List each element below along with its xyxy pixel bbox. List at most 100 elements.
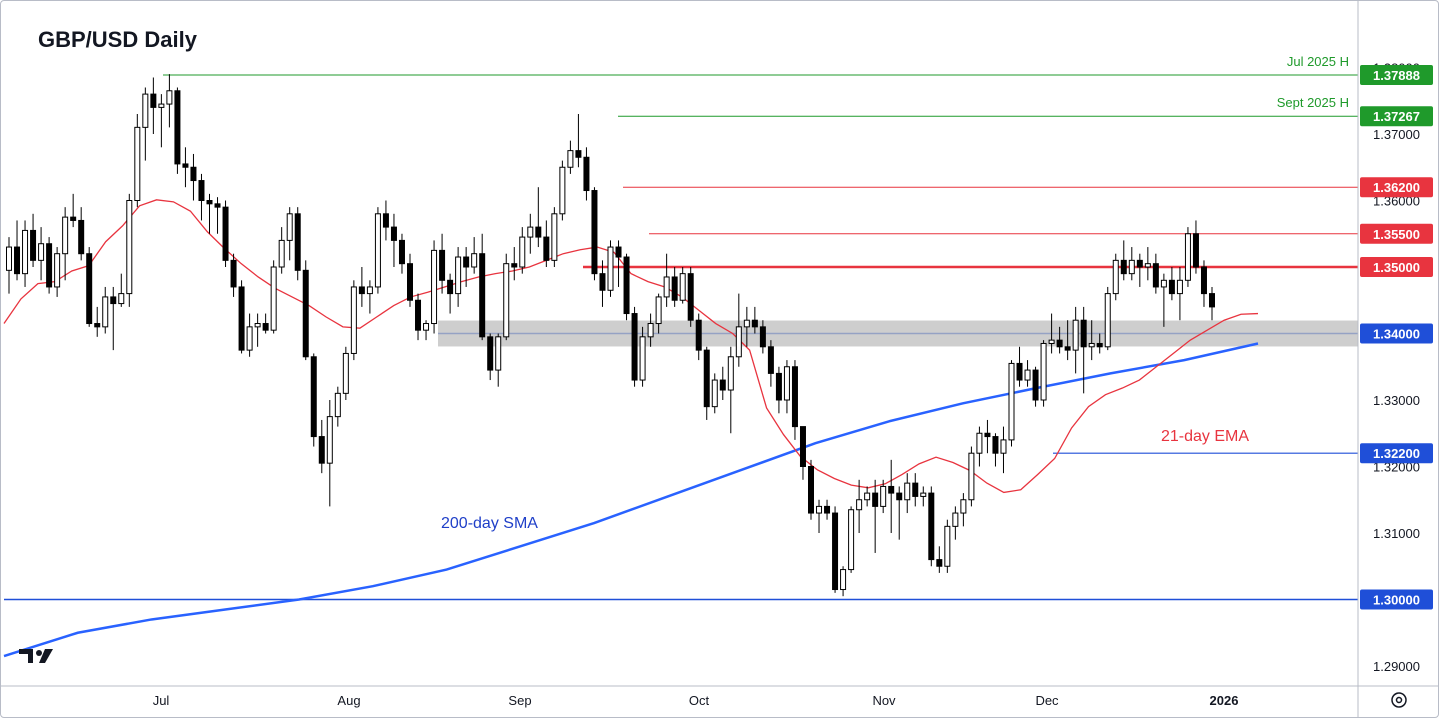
candle-body [1104, 293, 1111, 348]
candle [447, 273, 454, 314]
candle [390, 213, 397, 267]
ema-layer [3, 199, 1259, 494]
candle [783, 360, 790, 414]
candle-body [1120, 259, 1127, 275]
candle [46, 237, 53, 294]
candle-body [1024, 369, 1031, 381]
candle-body [535, 226, 542, 238]
candle [1000, 426, 1007, 474]
candle [952, 506, 959, 540]
candle [431, 240, 438, 334]
price-tag-label: 1.30000 [1373, 593, 1420, 608]
candle-body [503, 263, 510, 338]
candle [238, 280, 245, 354]
candle [751, 306, 758, 334]
candle-body [447, 279, 454, 295]
candle [759, 320, 766, 354]
candle-body [799, 426, 806, 468]
candle-body [431, 249, 438, 325]
candle-body [206, 200, 213, 205]
candle [415, 293, 422, 341]
candle [230, 253, 237, 297]
tradingview-logo[interactable] [19, 649, 53, 663]
candle-body [856, 499, 863, 511]
candle [22, 220, 29, 287]
candle [158, 94, 165, 148]
settings-gear-icon[interactable] [1391, 692, 1407, 708]
candle [407, 253, 413, 307]
candle [856, 479, 863, 533]
candle [1096, 333, 1103, 354]
candle-body [551, 213, 558, 261]
candle-body [808, 466, 814, 514]
candle [310, 353, 317, 447]
candle [102, 286, 109, 334]
support-zone-band [438, 320, 1358, 347]
candle-body [22, 229, 29, 275]
candle [118, 273, 125, 307]
candle [848, 506, 855, 573]
candle-body [511, 263, 518, 268]
candle [775, 366, 782, 414]
candle-body [575, 150, 582, 158]
candle-body [54, 253, 61, 288]
candle [944, 519, 951, 573]
candle-body [86, 253, 93, 325]
candle-body [398, 239, 405, 265]
candle-body [791, 366, 798, 428]
candle [1168, 267, 1175, 301]
candle [1144, 247, 1151, 281]
candle [511, 247, 518, 281]
candle [984, 419, 991, 454]
candle-body [1008, 362, 1015, 441]
candle-body [214, 203, 221, 208]
candle [928, 486, 935, 567]
candle-body [463, 256, 470, 268]
candle-body [880, 485, 887, 507]
candle [647, 313, 654, 347]
candle-body [350, 286, 357, 354]
price-tick-label: 1.31000 [1373, 526, 1420, 541]
candle-body [775, 372, 782, 401]
price-tick-label: 1.29000 [1373, 659, 1420, 674]
candle-body [703, 349, 710, 408]
candle [615, 240, 622, 287]
candle [30, 213, 37, 267]
candle [791, 360, 798, 440]
candle [463, 247, 470, 287]
candle-body [166, 90, 173, 105]
candle-body [840, 569, 847, 591]
chart-title: GBP/USD Daily [38, 27, 198, 52]
candles-layer [6, 74, 1215, 597]
candle [695, 313, 702, 361]
candle [551, 207, 558, 267]
candle [1104, 286, 1111, 351]
candle-body [182, 163, 189, 168]
candle [735, 293, 742, 367]
candle-body [671, 276, 678, 301]
candle [286, 207, 293, 261]
candle-body [687, 273, 694, 321]
candle-body [912, 482, 919, 497]
candle [374, 207, 381, 294]
candle [134, 114, 141, 208]
candle [174, 87, 181, 174]
candle [78, 207, 85, 261]
price-tag-label: 1.35000 [1373, 260, 1420, 275]
candle-body [286, 213, 293, 241]
candle [1088, 320, 1095, 361]
candle [342, 346, 349, 400]
candle-body [759, 326, 766, 348]
candle [920, 486, 927, 507]
candle-body [719, 379, 726, 391]
candle-body [591, 190, 598, 275]
candle-body [390, 226, 397, 241]
candle [190, 153, 197, 201]
time-tick-label: Aug [337, 693, 360, 708]
candle-body [382, 213, 389, 228]
candle-body [415, 299, 422, 331]
candle-body [984, 432, 991, 438]
candle-body [471, 253, 478, 268]
